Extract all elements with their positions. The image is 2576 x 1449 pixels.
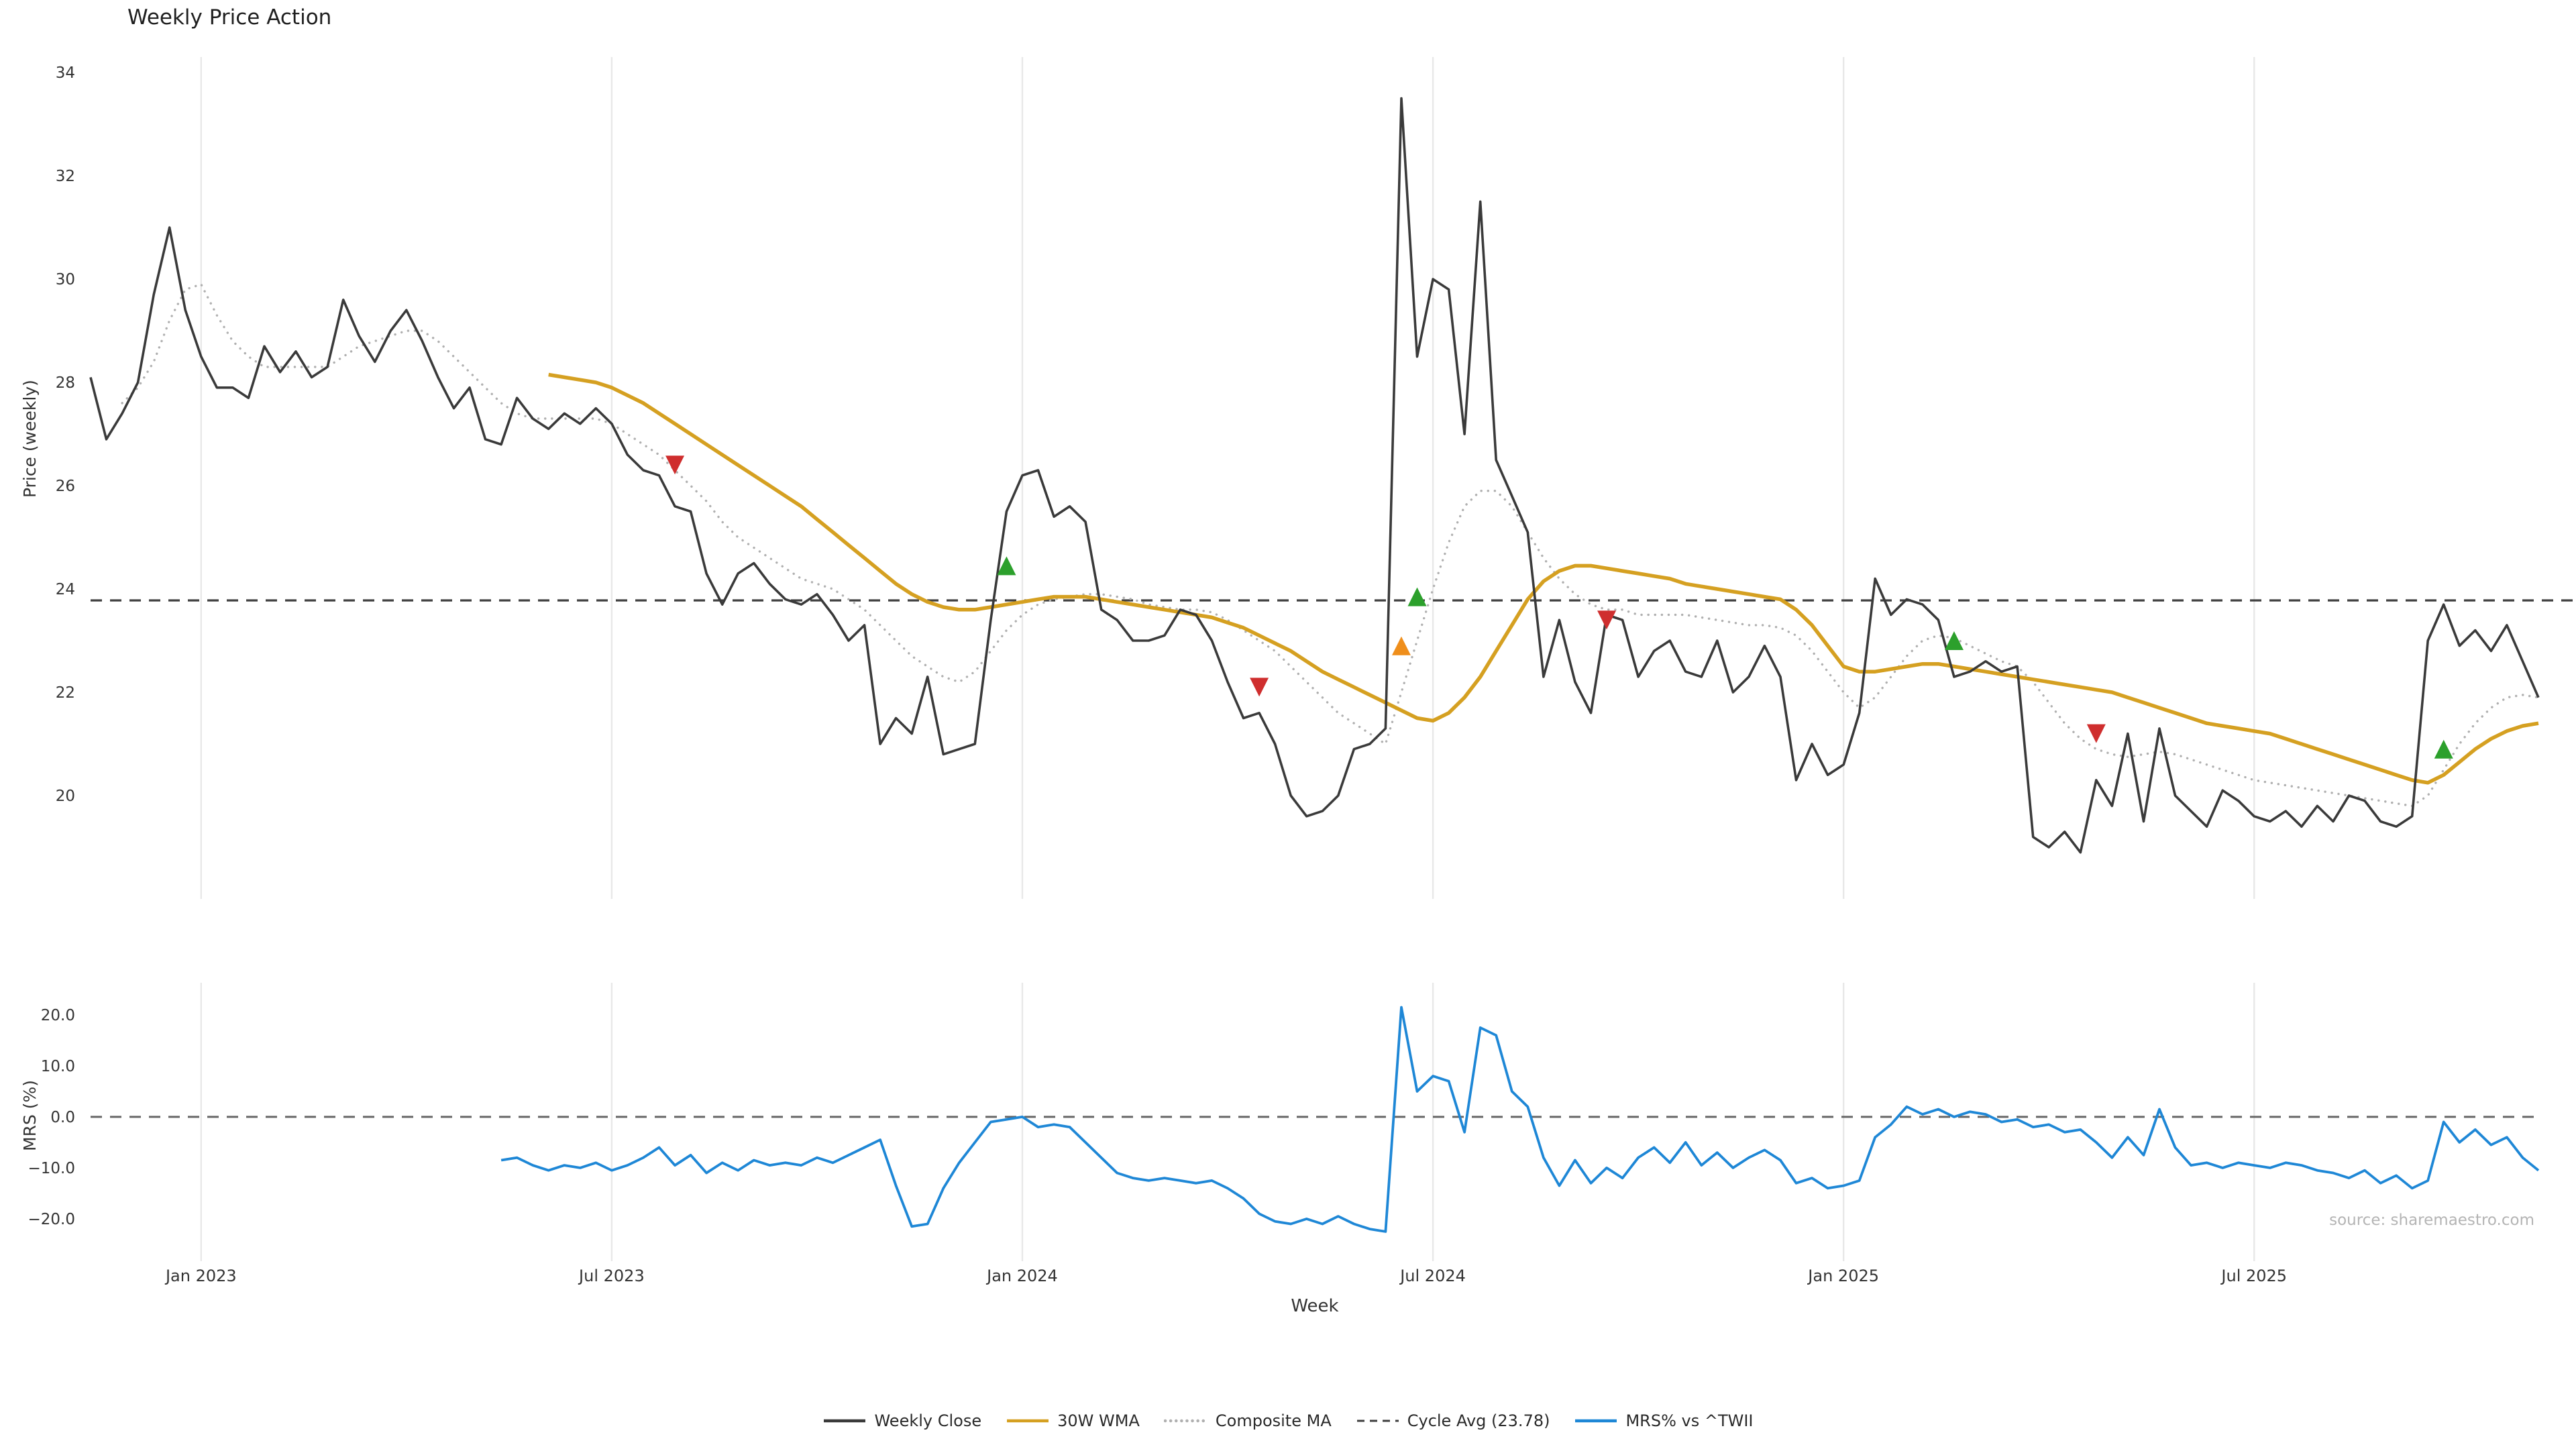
source-credit: source: sharemaestro.com: [2329, 1212, 2534, 1229]
mrs-y-axis-label: MRS (%): [20, 1079, 40, 1151]
x-tick-label: Jul 2023: [578, 1267, 645, 1285]
price-y-tick-label: 26: [56, 478, 75, 495]
mrs-y-tick-label: 10.0: [41, 1058, 75, 1075]
price-y-tick-label: 20: [56, 788, 75, 805]
x-tick-label: Jan 2024: [985, 1267, 1058, 1285]
price-y-tick-label: 32: [56, 168, 75, 185]
buy-signal-marker: [2434, 739, 2453, 759]
sell-signal-marker: [665, 455, 685, 475]
x-tick-label: Jan 2025: [1807, 1267, 1879, 1285]
legend-label: Cycle Avg (23.78): [1407, 1411, 1550, 1430]
price-y-tick-label: 28: [56, 374, 75, 392]
legend-item-weekly-close: Weekly Close: [822, 1411, 981, 1430]
legend-item-mrs-vs-twii: MRS% vs ^TWII: [1574, 1411, 1754, 1430]
chart-legend: Weekly Close 30W WMA Composite MA Cycle Avg…: [0, 1411, 2576, 1430]
mrs-y-tick-label: 20.0: [41, 1007, 75, 1024]
chart-title: Weekly Price Action: [127, 5, 332, 30]
legend-label: 30W WMA: [1057, 1411, 1140, 1430]
x-tick-label: Jul 2025: [2220, 1267, 2287, 1285]
legend-line-swatch: [1356, 1419, 1399, 1422]
price-y-tick-label: 24: [56, 581, 75, 598]
buy-signal-marker: [1407, 587, 1427, 606]
sell-signal-marker: [1597, 610, 1617, 630]
legend-label: Weekly Close: [874, 1411, 982, 1430]
x-axis-label: Week: [1291, 1296, 1339, 1316]
buy-signal-marker: [997, 556, 1016, 576]
alert-signal-marker: [1391, 636, 1411, 655]
weekly-close-line: [89, 97, 2540, 854]
legend-item-30w-wma: 30W WMA: [1006, 1411, 1140, 1430]
sell-signal-marker: [1250, 678, 1269, 697]
mrs-line: [500, 1006, 2540, 1233]
price-y-tick-label: 22: [56, 684, 75, 702]
legend-line-swatch: [824, 1419, 866, 1423]
mrs-y-tick-label: −10.0: [28, 1160, 75, 1177]
price-y-tick-label: 34: [56, 64, 75, 82]
legend-line-swatch: [1007, 1419, 1049, 1423]
mrs-y-tick-label: −20.0: [28, 1211, 75, 1228]
legend-line-swatch: [1575, 1419, 1617, 1423]
mrs-y-tick-label: 0.0: [50, 1109, 75, 1126]
legend-item-cycle-avg-23-78: Cycle Avg (23.78): [1356, 1411, 1550, 1430]
price-y-tick-label: 30: [56, 271, 75, 288]
legend-label: MRS% vs ^TWII: [1625, 1411, 1754, 1430]
wma-30w-line: [548, 372, 2539, 785]
sell-signal-marker: [2086, 724, 2106, 743]
price-y-axis-label: Price (weekly): [20, 380, 40, 498]
legend-item-composite-ma: Composite MA: [1163, 1411, 1332, 1430]
x-tick-label: Jan 2023: [164, 1267, 237, 1285]
x-tick-label: Jul 2024: [1399, 1267, 1466, 1285]
buy-signal-marker: [1944, 631, 1964, 651]
legend-label: Composite MA: [1215, 1411, 1332, 1430]
legend-line-swatch: [1163, 1419, 1208, 1423]
composite-ma-line: [121, 282, 2540, 808]
